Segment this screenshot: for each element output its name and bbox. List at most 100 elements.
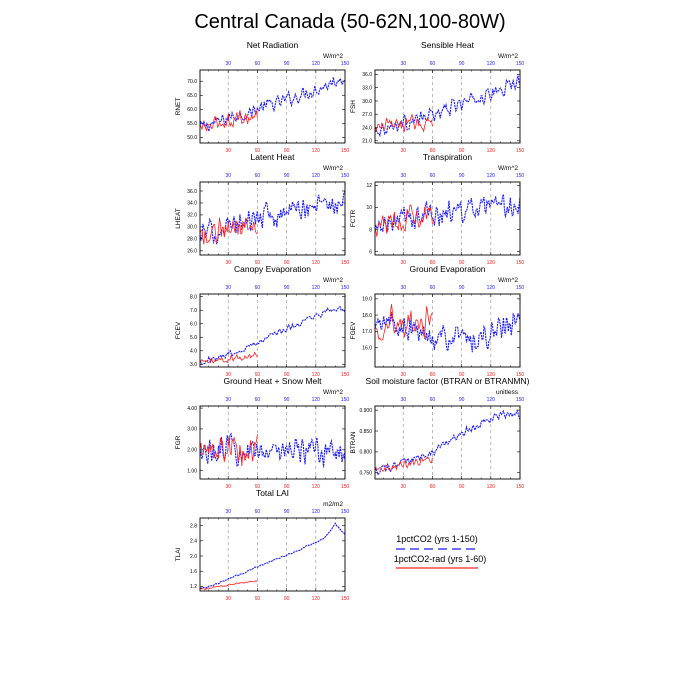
- series-line-1pctCO2-rad: [375, 456, 433, 472]
- panel-units: W/m^2: [323, 53, 343, 60]
- panel-7: Soil moisture factor (BTRAN or BTRANMN) u…: [350, 376, 530, 490]
- legend-label-red: 1pctCO2-rad (yrs 1-60): [394, 554, 487, 564]
- y-tick-label: 2.8: [190, 523, 197, 529]
- panel-2: Latent Heat W/m^2 LHEAT 30 30 60 60 90 90 120 120 1…: [175, 152, 349, 266]
- panel-ylabel: LHEAT: [175, 208, 182, 228]
- x-tick-label-top: 30: [225, 285, 231, 291]
- x-tick-label-top: 150: [341, 285, 350, 291]
- y-tick-label: 70.0: [187, 79, 197, 85]
- y-tick-label: 30.0: [187, 225, 197, 231]
- x-tick-label-top: 60: [430, 397, 436, 403]
- panel-ylabel: RNET: [175, 98, 182, 116]
- legend-label-blue: 1pctCO2 (yrs 1-150): [396, 534, 478, 544]
- x-tick-label-top: 60: [255, 509, 261, 515]
- x-tick-label: 30: [225, 484, 231, 490]
- y-tick-label: 5.0: [190, 335, 197, 341]
- x-tick-label: 60: [255, 596, 261, 602]
- series-line-1pctCO2-rad: [200, 433, 258, 467]
- x-tick-label: 90: [284, 596, 290, 602]
- panel-3: Transpiration W/m^2 FCTR 30 30 60 60 90 90 120 120…: [350, 152, 524, 266]
- y-tick-label: 50.0: [187, 135, 197, 141]
- panel-8: Total LAI m2/m2 TLAI 30 30 60 60 90 90 120 120 150 1…: [175, 488, 349, 602]
- panel-title: Latent Heat: [251, 152, 296, 162]
- x-tick-label-top: 90: [284, 61, 290, 67]
- panel-5: Ground Evaporation W/m^2 FGEV 30 30 60 60 90 90 1…: [350, 264, 524, 378]
- x-tick-label: 60: [430, 372, 436, 378]
- panel-units: W/m^2: [498, 53, 518, 60]
- panel-units: m2/m2: [323, 501, 343, 508]
- x-tick-label: 30: [400, 372, 406, 378]
- panel-ylabel: FGEV: [350, 321, 357, 339]
- y-tick-label: 26.0: [187, 249, 197, 255]
- x-tick-label-top: 150: [516, 397, 525, 403]
- x-tick-label: 90: [284, 260, 290, 266]
- series-line-1pctCO2-rad: [375, 113, 433, 133]
- y-tick-label: 24.0: [362, 125, 372, 131]
- series-line-1pctCO2: [375, 75, 520, 138]
- x-tick-label: 60: [255, 484, 261, 490]
- figure-title: Central Canada (50-62N,100-80W): [194, 11, 505, 33]
- panel-ylabel: FSH: [350, 100, 357, 113]
- series-line-1pctCO2: [375, 408, 520, 476]
- y-tick-label: 2.00: [187, 448, 197, 454]
- x-tick-label: 120: [487, 148, 496, 154]
- y-tick-label: 32.0: [187, 213, 197, 219]
- y-tick-label: 3.00: [187, 427, 197, 433]
- x-tick-label-top: 30: [400, 285, 406, 291]
- panel-ylabel: FCTR: [350, 210, 357, 228]
- panel-frame: [374, 405, 521, 480]
- x-tick-label-top: 150: [341, 509, 350, 515]
- y-tick-label: 16.0: [362, 345, 372, 351]
- x-tick-label-top: 30: [225, 397, 231, 403]
- panel-frame: [374, 181, 521, 256]
- x-tick-label-top: 30: [225, 61, 231, 67]
- y-tick-label: 36.0: [187, 189, 197, 195]
- y-tick-label: 12: [366, 183, 372, 189]
- y-tick-label: 18.0: [362, 313, 372, 319]
- panel-frame: [199, 293, 346, 368]
- x-tick-label-top: 120: [487, 173, 496, 179]
- y-tick-label: 10: [366, 205, 372, 211]
- y-tick-label: 1.00: [187, 468, 197, 474]
- x-tick-label-top: 60: [255, 61, 261, 67]
- x-tick-label-top: 120: [312, 509, 321, 515]
- y-tick-label: 1.6: [190, 569, 197, 575]
- y-tick-label: 0.800: [359, 450, 372, 456]
- y-tick-label: 33.0: [362, 85, 372, 91]
- panel-title: Transpiration: [423, 152, 473, 162]
- x-tick-label-top: 90: [459, 397, 465, 403]
- x-tick-label: 30: [225, 372, 231, 378]
- x-tick-label: 120: [312, 372, 321, 378]
- panel-frame: [199, 517, 346, 592]
- y-tick-label: 55.0: [187, 121, 197, 127]
- x-tick-label: 150: [516, 148, 525, 154]
- x-tick-label: 120: [487, 260, 496, 266]
- x-tick-label: 90: [459, 372, 465, 378]
- panel-4: Canopy Evaporation W/m^2 FCEV 30 30 60 60 90 90 1…: [175, 264, 349, 378]
- y-tick-label: 17.0: [362, 329, 372, 335]
- y-tick-label: 3.0: [190, 362, 197, 368]
- y-tick-label: 4.00: [187, 406, 197, 412]
- series-line-1pctCO2: [200, 432, 345, 468]
- y-tick-label: 21.0: [362, 139, 372, 145]
- x-tick-label: 120: [487, 372, 496, 378]
- series-line-1pctCO2-rad: [200, 217, 258, 245]
- x-tick-label: 90: [284, 372, 290, 378]
- x-tick-label: 60: [255, 260, 261, 266]
- x-tick-label-top: 150: [341, 397, 350, 403]
- x-tick-label: 30: [400, 260, 406, 266]
- x-tick-label-top: 30: [225, 509, 231, 515]
- x-tick-label-top: 30: [400, 61, 406, 67]
- x-tick-label: 30: [225, 148, 231, 154]
- x-tick-label-top: 30: [400, 397, 406, 403]
- series-line-1pctCO2-rad: [375, 204, 433, 237]
- panel-title: Ground Evaporation: [409, 264, 485, 274]
- y-tick-label: 30.0: [362, 99, 372, 105]
- panel-0: Net Radiation W/m^2 RNET 30 30 60 60 90 90 120 120…: [175, 40, 349, 154]
- panel-title: Net Radiation: [247, 40, 299, 50]
- panel-frame: [199, 69, 346, 144]
- x-tick-label: 150: [341, 596, 350, 602]
- panel-title: Total LAI: [256, 488, 289, 498]
